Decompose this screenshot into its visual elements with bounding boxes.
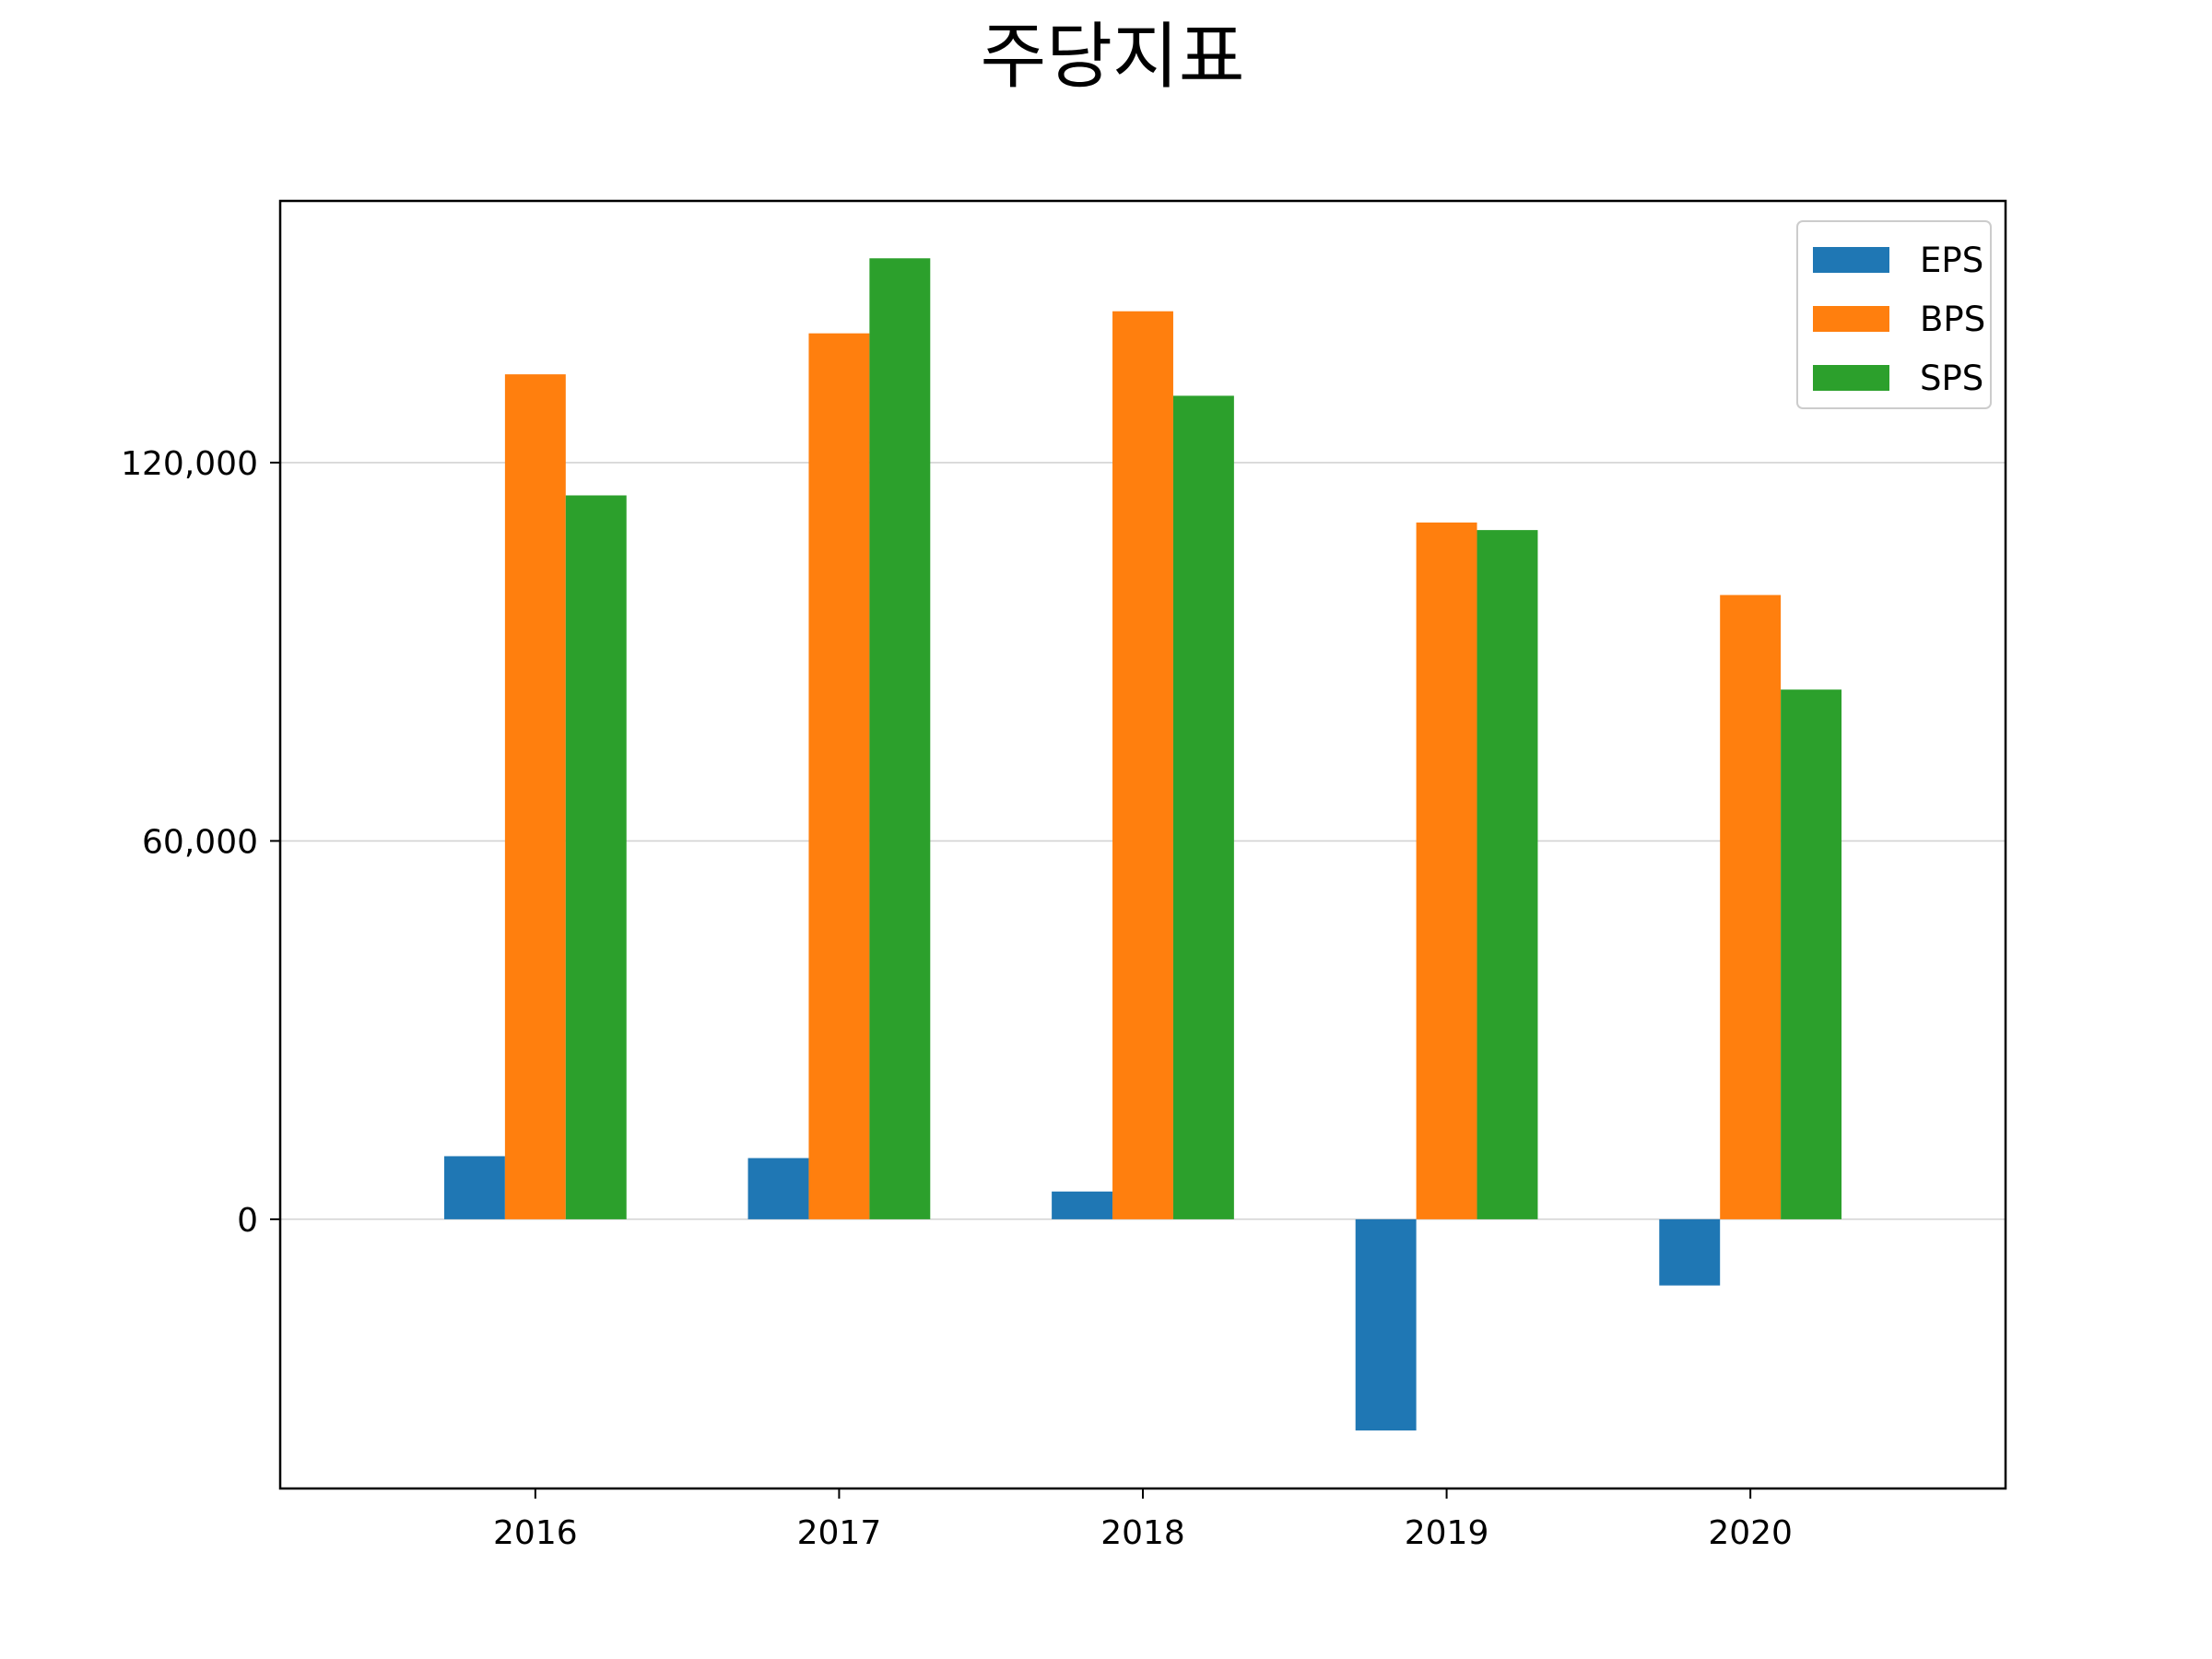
bar-bps-2016 [504,374,566,1219]
x-tick-label: 2017 [797,1514,882,1552]
bar-sps-2020 [1781,689,1842,1219]
y-axis: 0 60,000 120,000 [121,445,280,1240]
legend: EPS BPS SPS [1796,220,1992,409]
legend-swatch-sps [1813,365,1889,391]
bar-eps-2020 [1659,1218,1721,1286]
bar-sps-2019 [1477,530,1538,1219]
legend-swatch-eps [1813,247,1889,273]
legend-label-bps: BPS [1920,300,1985,339]
bar-bps-2017 [808,333,870,1219]
bars [443,258,1842,1431]
legend-label-sps: SPS [1920,359,1983,398]
y-tick-label: 60,000 [142,823,258,861]
bar-sps-2016 [565,495,627,1219]
bar-sps-2018 [1172,395,1234,1219]
y-tick-label: 120,000 [121,445,258,483]
legend-label-eps: EPS [1920,241,1983,280]
bar-bps-2018 [1112,311,1173,1219]
x-tick-label: 2019 [1405,1514,1489,1552]
legend-swatch-bps [1813,306,1889,332]
x-tick-label: 2016 [493,1514,578,1552]
bar-eps-2016 [443,1156,505,1219]
x-axis: 2016 2017 2018 2019 2020 [493,1488,1793,1552]
x-tick-label: 2018 [1100,1514,1185,1552]
bar-eps-2018 [1052,1191,1113,1219]
bar-sps-2017 [869,258,931,1219]
chart-title: 주당지표 [980,16,1244,99]
x-tick-label: 2020 [1708,1514,1793,1552]
bar-eps-2017 [747,1158,809,1219]
bar-bps-2020 [1720,594,1782,1219]
bar-bps-2019 [1416,522,1477,1219]
bar-eps-2019 [1355,1218,1417,1431]
y-tick-label: 0 [237,1202,258,1240]
